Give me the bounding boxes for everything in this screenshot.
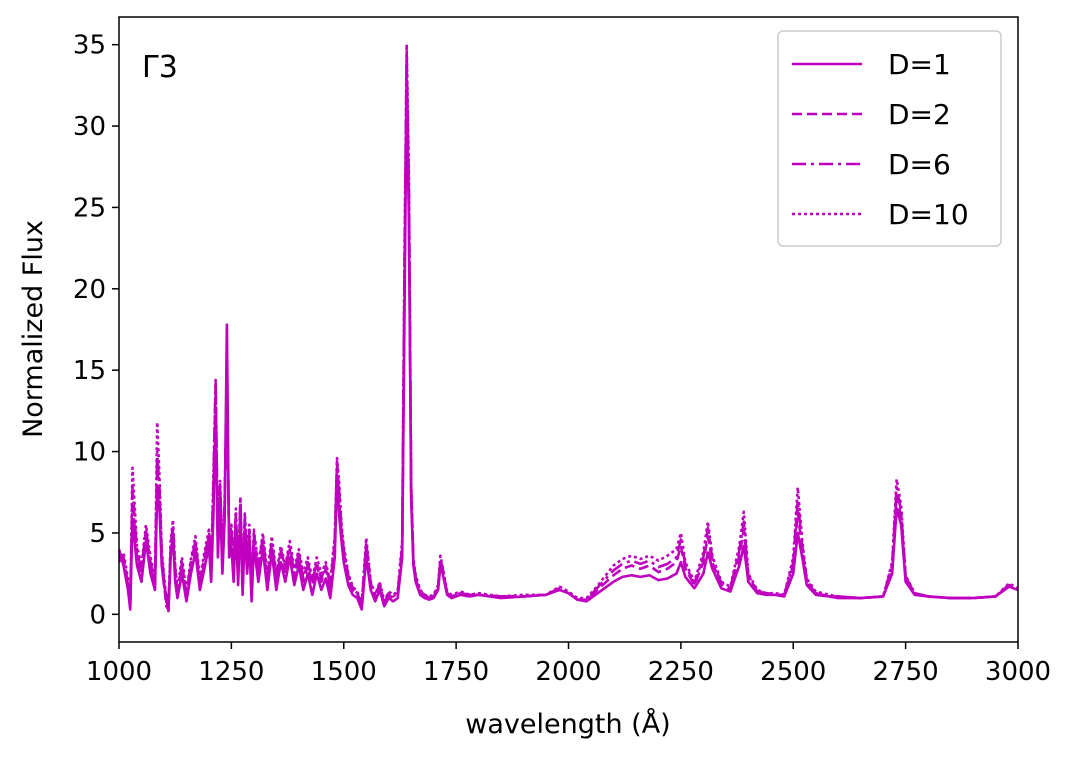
y-axis-label: Normalized Flux — [18, 220, 49, 438]
y-tick-label: 0 — [89, 600, 106, 630]
series-line-d-2 — [119, 59, 1018, 611]
x-tick-label: 1500 — [311, 657, 377, 687]
x-tick-label: 1000 — [86, 657, 152, 687]
legend-label: D=1 — [888, 48, 951, 81]
y-tick-label: 35 — [73, 31, 106, 61]
x-axis: 1000 1250 1500 1750 2000 2250 2500 2750 3000 — [86, 642, 1051, 687]
x-tick-label: 1750 — [423, 657, 489, 687]
x-tick-label: 1250 — [198, 657, 264, 687]
legend-label: D=10 — [888, 198, 969, 231]
x-axis-label: wavelength (Å) — [465, 708, 670, 740]
series-line-d-1 — [119, 79, 1018, 613]
y-tick-label: 20 — [73, 275, 106, 305]
panel-annotation: Γ3 — [142, 50, 178, 85]
y-tick-label: 10 — [73, 438, 106, 468]
y-tick-label: 25 — [73, 193, 106, 223]
x-tick-label: 2000 — [535, 657, 601, 687]
legend-label: D=6 — [888, 148, 951, 181]
y-tick-label: 30 — [73, 112, 106, 142]
x-tick-label: 2500 — [760, 657, 826, 687]
legend-label: D=2 — [888, 98, 951, 131]
legend: D=1 D=2 D=6 D=10 — [777, 30, 1002, 247]
legend-box — [777, 30, 1002, 247]
y-tick-label: 15 — [73, 356, 106, 386]
x-tick-label: 2750 — [873, 657, 939, 687]
x-tick-label: 2250 — [648, 657, 714, 687]
x-tick-label: 3000 — [985, 657, 1051, 687]
y-axis: 0 5 10 15 20 25 30 35 — [73, 31, 119, 630]
series-layer — [119, 43, 1018, 613]
y-tick-label: 5 — [89, 519, 106, 549]
